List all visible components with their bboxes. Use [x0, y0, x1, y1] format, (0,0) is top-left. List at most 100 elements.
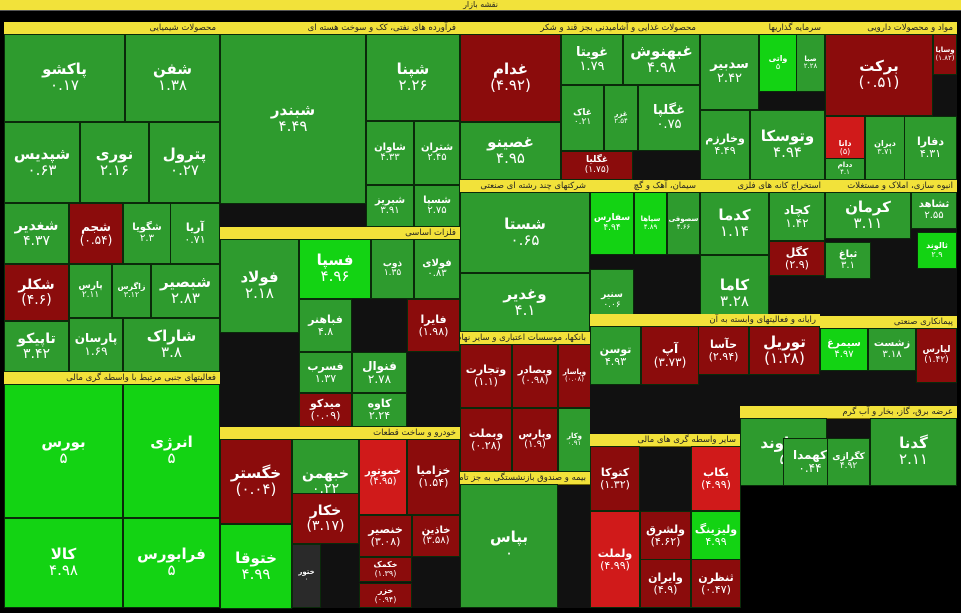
stock-tile[interactable]: بورس ۵: [4, 384, 123, 518]
stock-tile[interactable]: غویتا ۱.۷۹: [561, 34, 623, 85]
stock-tile[interactable]: شاراک ۳.۸: [123, 318, 220, 372]
stock-tile[interactable]: ثالوند ۲.۹: [917, 232, 957, 269]
stock-tile[interactable]: ذوب ۱.۳۵: [371, 239, 414, 299]
stock-tile[interactable]: غگلیا (۱.۷۵): [561, 151, 633, 180]
stock-tile[interactable]: فولای ۰.۸۳: [414, 239, 460, 299]
stock-tile[interactable]: کگل (۲.۹): [769, 241, 825, 276]
stock-tile[interactable]: پارس ۲.۱۱: [69, 264, 112, 318]
stock-tile[interactable]: شبندر ۴.۴۹: [220, 34, 366, 204]
stock-tile[interactable]: ختوقا ۴.۹۹: [220, 524, 292, 609]
stock-tile[interactable]: آپ (۳.۷۳): [641, 326, 699, 385]
stock-tile[interactable]: وتجارت (۱.۱): [460, 344, 512, 408]
stock-tile[interactable]: کدما ۱.۱۴: [700, 192, 769, 255]
stock-tile[interactable]: ثنظرن (۰.۴۷): [691, 559, 741, 608]
stock-tile[interactable]: وخارزم ۴.۴۹: [700, 110, 750, 180]
stock-tile[interactable]: فسرب ۱.۳۷: [299, 352, 352, 393]
stock-tile[interactable]: کگرازی ۴.۹۲: [827, 438, 870, 486]
stock-tile[interactable]: وایران (۴.۹): [640, 559, 691, 608]
stock-tile[interactable]: بپاس ۰: [460, 484, 558, 608]
stock-tile[interactable]: سیمرغ ۴.۹۷: [820, 328, 868, 371]
stock-tile[interactable]: خگستر (۰.۰۴): [220, 439, 292, 524]
stock-tile[interactable]: واتی ۵: [759, 34, 797, 92]
stock-tile[interactable]: غبهنوش ۴.۹۸: [623, 34, 700, 85]
stock-tile[interactable]: حآسا (۲.۹۴): [698, 326, 749, 375]
stock-tile[interactable]: غاک ۰.۲۱: [561, 85, 604, 151]
stock-tile[interactable]: بکاب (۴.۹۹): [691, 446, 741, 511]
stock-tile[interactable]: ثشاهد ۲.۵۵: [911, 192, 957, 229]
stock-tile[interactable]: دفارا ۴.۳۱: [904, 116, 957, 180]
stock-tile[interactable]: برکت (۰.۵۱): [825, 34, 933, 116]
stock-tile[interactable]: وپارس (۱.۹): [512, 408, 558, 472]
stock-tile[interactable]: کالا ۴.۹۸: [4, 518, 123, 608]
stock-tile[interactable]: فنوال ۲.۷۸: [352, 352, 407, 393]
stock-tile[interactable]: پارسان ۱.۶۹: [69, 318, 123, 372]
stock-tile[interactable]: وسایا (۱.۸۲): [933, 34, 957, 75]
stock-tile[interactable]: سدبیر ۲.۴۲: [700, 34, 759, 110]
stock-tile[interactable]: نوری ۲.۱۶: [80, 122, 149, 203]
stock-tile[interactable]: غدام (۴.۹۲): [460, 34, 561, 122]
stock-tile[interactable]: شسپا ۲.۷۵: [414, 185, 460, 227]
stock-tile[interactable]: خاذین (۳.۵۸): [412, 515, 460, 557]
stock-tile[interactable]: وبملت (۰.۲۸): [460, 408, 512, 472]
stock-tile[interactable]: ثباغ ۳.۱: [825, 242, 871, 279]
stock-tile[interactable]: وکار ۰.۹۱: [558, 408, 591, 472]
stock-tile[interactable]: شغدیر ۴.۳۷: [4, 203, 69, 264]
stock-tile[interactable]: ولشرق (۴.۶۲): [640, 511, 691, 560]
stock-tile[interactable]: صبا ۲.۲۸: [796, 34, 825, 92]
stock-tile[interactable]: کرمان ۳.۱۱: [825, 192, 911, 239]
stock-tile[interactable]: ددام ۴.۱: [825, 158, 865, 180]
stock-tile[interactable]: وغدیر ۴.۱: [460, 273, 590, 332]
stock-tile[interactable]: پترول ۰.۲۷: [149, 122, 220, 203]
stock-tile[interactable]: ختور ۰: [292, 544, 321, 608]
stock-tile[interactable]: سپاها ۴.۸۹: [634, 192, 667, 255]
sector-header[interactable]: سایر واسطه گری های مالی: [590, 434, 740, 447]
stock-tile[interactable]: فولاد ۲.۱۸: [220, 239, 299, 333]
stock-tile[interactable]: وپاسار (۰.۰۸): [558, 344, 591, 408]
stock-tile[interactable]: سفارس ۴.۹۴: [590, 192, 634, 255]
stock-tile[interactable]: شبریز ۳.۹۱: [366, 185, 414, 227]
sector-header[interactable]: عرضه برق، گاز، بخار و آب گرم: [740, 406, 957, 419]
stock-tile[interactable]: خکار (۳.۱۷): [292, 493, 359, 544]
stock-tile[interactable]: میدکو (۰.۰۹): [299, 393, 352, 427]
stock-tile[interactable]: غگلپا ۰.۷۵: [638, 85, 700, 151]
stock-tile[interactable]: گدنا ۲.۱۱: [870, 418, 957, 486]
stock-tile[interactable]: شکلر (۴.۶): [4, 264, 69, 321]
stock-tile[interactable]: شپنا ۲.۲۶: [366, 34, 460, 121]
stock-tile[interactable]: ولملت (۴.۹۹): [590, 511, 640, 608]
stock-tile[interactable]: توریل (۱.۲۸): [749, 326, 820, 375]
stock-tile[interactable]: دیران ۳.۷۱: [865, 116, 905, 180]
stock-tile[interactable]: شگویا ۲.۳: [123, 203, 171, 264]
stock-tile[interactable]: شجم (۰.۵۴): [69, 203, 123, 264]
stock-tile[interactable]: خنصیر (۳.۰۸): [359, 515, 412, 557]
stock-tile[interactable]: شتران ۲.۴۵: [414, 121, 460, 185]
stock-tile[interactable]: وبصادر (۰.۹۸): [512, 344, 558, 408]
stock-tile[interactable]: وتوسکا ۴.۹۴: [750, 110, 825, 180]
stock-tile[interactable]: پاکشو ۰.۱۷: [4, 34, 125, 122]
stock-tile[interactable]: تاپیکو ۳.۴۲: [4, 321, 69, 372]
stock-tile[interactable]: ولیزینگ ۴.۹۹: [691, 511, 741, 560]
stock-tile[interactable]: غزر ۲.۵۴: [604, 85, 638, 151]
stock-tile[interactable]: کاوه ۲.۲۴: [352, 393, 407, 427]
stock-tile[interactable]: زشست ۳.۱۸: [868, 328, 916, 371]
stock-tile[interactable]: شپدیس ۰.۶۳: [4, 122, 80, 203]
stock-tile[interactable]: زاگرس ۳.۱۲: [112, 264, 151, 318]
stock-tile[interactable]: فباهنر ۴.۸: [299, 299, 352, 352]
stock-tile[interactable]: لپارس (۱.۴۲): [916, 328, 957, 383]
stock-tile[interactable]: آریا ۰.۷۱: [170, 203, 220, 264]
stock-tile[interactable]: فایرا (۱.۹۸): [407, 299, 460, 352]
stock-tile[interactable]: شاوان ۴.۳۳: [366, 121, 414, 185]
stock-tile[interactable]: خزامیا (۱.۵۴): [407, 439, 460, 515]
stock-tile[interactable]: خکمک (۱.۳۹): [359, 557, 412, 582]
stock-tile[interactable]: کچاد ۱.۴۲: [769, 192, 825, 241]
stock-tile[interactable]: غصینو ۴.۹۵: [460, 122, 561, 180]
stock-tile[interactable]: خزر (۰.۹۴): [359, 583, 412, 608]
stock-tile[interactable]: خموتور (۴.۹۵): [359, 439, 407, 515]
stock-tile[interactable]: فرابورس ۵: [123, 518, 220, 608]
stock-tile[interactable]: شفن ۱.۳۸: [125, 34, 220, 122]
stock-tile[interactable]: توسن ۴.۹۳: [590, 326, 641, 385]
stock-tile[interactable]: شستا ۰.۶۵: [460, 192, 590, 273]
stock-tile[interactable]: شبصیر ۲.۸۳: [151, 264, 220, 318]
stock-tile[interactable]: کتوکا (۱.۳۲): [590, 446, 640, 511]
stock-tile[interactable]: انرژی ۵: [123, 384, 220, 518]
stock-tile[interactable]: فسپا ۴.۹۶: [299, 239, 371, 299]
